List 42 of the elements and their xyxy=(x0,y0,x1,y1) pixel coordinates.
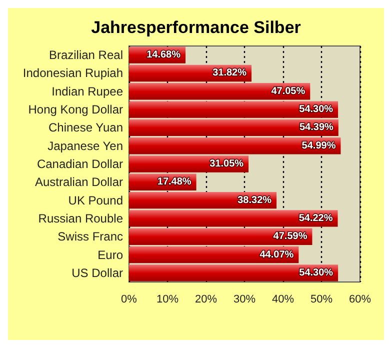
bar xyxy=(129,264,338,282)
data-label: 31.82% xyxy=(212,68,247,79)
y-tick-label: Australian Dollar xyxy=(34,175,123,190)
x-tick-label: 20% xyxy=(194,294,218,306)
y-tick-label: Swiss Franc xyxy=(58,230,123,244)
x-tick-label: 0% xyxy=(121,294,138,306)
y-tick-label: Euro xyxy=(98,248,124,262)
bar xyxy=(129,101,338,118)
y-tick-label: Hong Kong Dollar xyxy=(28,102,123,117)
data-label: 54.22% xyxy=(298,212,333,224)
data-label: 31.05% xyxy=(210,158,244,170)
y-tick-label: Brazilian Real xyxy=(48,48,123,62)
data-label: 47.59% xyxy=(273,231,308,242)
data-label: 44.07% xyxy=(260,249,294,260)
x-tick-label: 50% xyxy=(310,294,333,306)
data-label: 17.48% xyxy=(157,176,192,188)
data-label: 54.39% xyxy=(299,122,334,134)
data-label: 14.68% xyxy=(146,50,181,61)
data-label: 54.99% xyxy=(302,140,336,152)
bar xyxy=(129,210,338,227)
y-tick-label: Canadian Dollar xyxy=(36,157,123,171)
y-tick-label: Chinese Yuan xyxy=(48,120,123,135)
x-tick-label: 30% xyxy=(233,294,256,306)
data-label: 47.05% xyxy=(271,86,306,97)
x-tick-label: 40% xyxy=(272,294,294,306)
bar xyxy=(129,137,341,154)
data-label: 38.32% xyxy=(238,194,272,206)
y-tick-label: UK Pound xyxy=(68,193,123,208)
y-tick-label: US Dollar xyxy=(72,266,123,280)
bar xyxy=(129,228,312,245)
y-tick-label: Japanese Yen xyxy=(48,138,123,153)
bar xyxy=(129,119,338,136)
y-tick-label: Indonesian Rupiah xyxy=(22,66,123,80)
y-tick-label: Russian Rouble xyxy=(38,211,124,226)
x-tick-label: 60% xyxy=(348,294,372,306)
bar xyxy=(129,83,310,100)
x-tick-label: 10% xyxy=(156,294,179,306)
bar xyxy=(129,246,299,264)
data-label: 54.30% xyxy=(299,267,334,278)
data-label: 54.30% xyxy=(299,104,334,116)
chart-title: Jahresperformance Silber xyxy=(91,18,302,37)
y-tick-label: Indian Rupee xyxy=(52,84,124,98)
